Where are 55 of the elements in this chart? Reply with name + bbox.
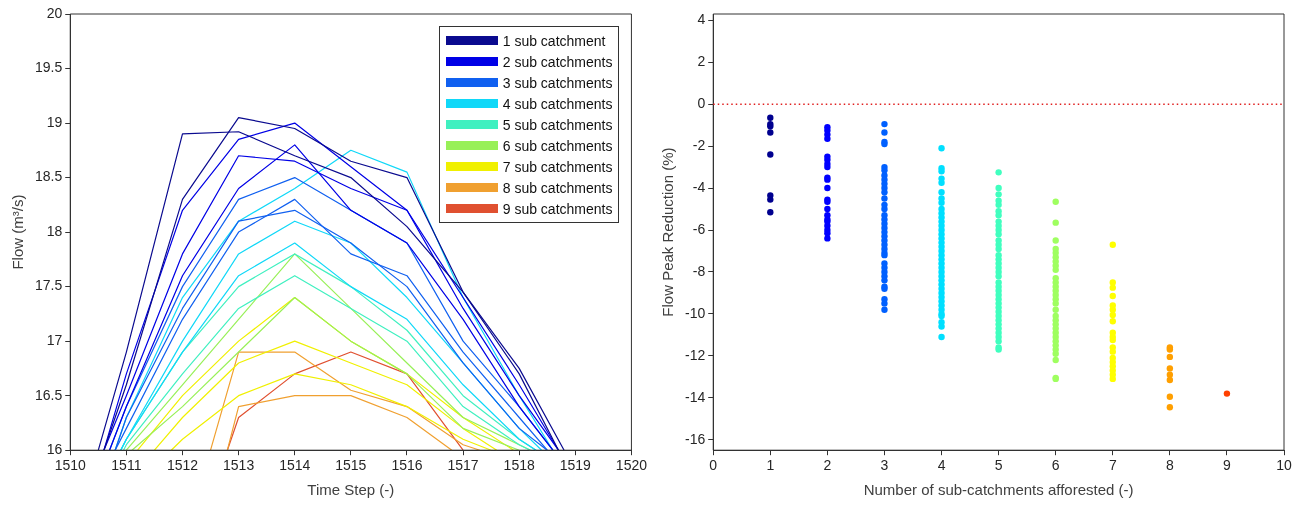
legend-label: 7 sub catchments — [502, 158, 613, 175]
x-tick-label: 3 — [880, 457, 889, 474]
y-tick-label: 17.5 — [35, 277, 63, 294]
y-tick-label: -8 — [692, 262, 706, 279]
y-tick-label: -2 — [692, 136, 706, 153]
y-tick-label: 16 — [46, 441, 63, 458]
x-tick-label: 9 — [1223, 457, 1232, 474]
y-tick-label: 19.5 — [35, 59, 63, 76]
legend-label: 4 sub catchments — [502, 95, 613, 112]
y-tick-label: 0 — [697, 95, 706, 112]
x-tick-label: 8 — [1165, 457, 1174, 474]
x-tick-label: 1516 — [391, 457, 423, 474]
x-tick-label: 1518 — [503, 457, 535, 474]
y-axis-title: Flow (m³/s) — [9, 194, 27, 270]
x-tick-label: 1 — [766, 457, 775, 474]
x-tick-label: 1515 — [335, 457, 367, 474]
x-tick-label: 1512 — [166, 457, 199, 474]
y-tick-label: -6 — [692, 220, 706, 237]
x-axis-title: Number of sub-catchments afforested (-) — [863, 481, 1134, 499]
legend-label: 3 sub catchments — [502, 74, 613, 91]
x-tick-label: 10 — [1276, 457, 1292, 474]
x-tick-label: 1513 — [223, 457, 255, 474]
y-tick-label: 4 — [697, 11, 706, 28]
legend-label: 8 sub catchments — [502, 179, 613, 196]
legend-label: 9 sub catchments — [502, 200, 613, 217]
legend-label: 1 sub catchment — [502, 32, 606, 49]
y-tick-label: 19 — [46, 113, 63, 130]
y-tick-label: -4 — [692, 178, 706, 195]
x-tick-label: 5 — [994, 457, 1003, 474]
x-tick-label: 1517 — [447, 457, 479, 474]
x-tick-label: 1520 — [615, 457, 648, 474]
y-tick-label: 20 — [46, 4, 63, 21]
x-tick-label: 1511 — [111, 457, 142, 474]
legend-label: 5 sub catchments — [502, 116, 613, 133]
y-tick-label: -16 — [685, 430, 706, 447]
legend-label: 6 sub catchments — [502, 137, 613, 154]
y-tick-label: 2 — [697, 53, 706, 70]
legend-label: 2 sub catchments — [502, 53, 613, 70]
y-tick-label: -10 — [685, 304, 706, 321]
y-tick-label: 18 — [46, 222, 63, 239]
x-tick-label: 4 — [937, 457, 946, 474]
x-axis-title: Time Step (-) — [307, 481, 395, 499]
y-axis-title: Flow Peak Reduction (%) — [659, 147, 677, 317]
x-tick-label: 1519 — [559, 457, 592, 474]
x-tick-label: 1510 — [54, 457, 87, 474]
y-tick-label: 16.5 — [35, 386, 63, 403]
x-tick-label: 0 — [709, 457, 718, 474]
y-tick-label: -14 — [685, 388, 706, 405]
x-tick-label: 7 — [1108, 457, 1117, 474]
y-tick-label: -12 — [685, 346, 706, 363]
x-tick-label: 2 — [823, 457, 832, 474]
x-tick-label: 1514 — [279, 457, 311, 474]
x-tick-label: 6 — [1051, 457, 1060, 474]
y-tick-label: 17 — [46, 332, 63, 349]
y-tick-label: 18.5 — [35, 168, 63, 185]
